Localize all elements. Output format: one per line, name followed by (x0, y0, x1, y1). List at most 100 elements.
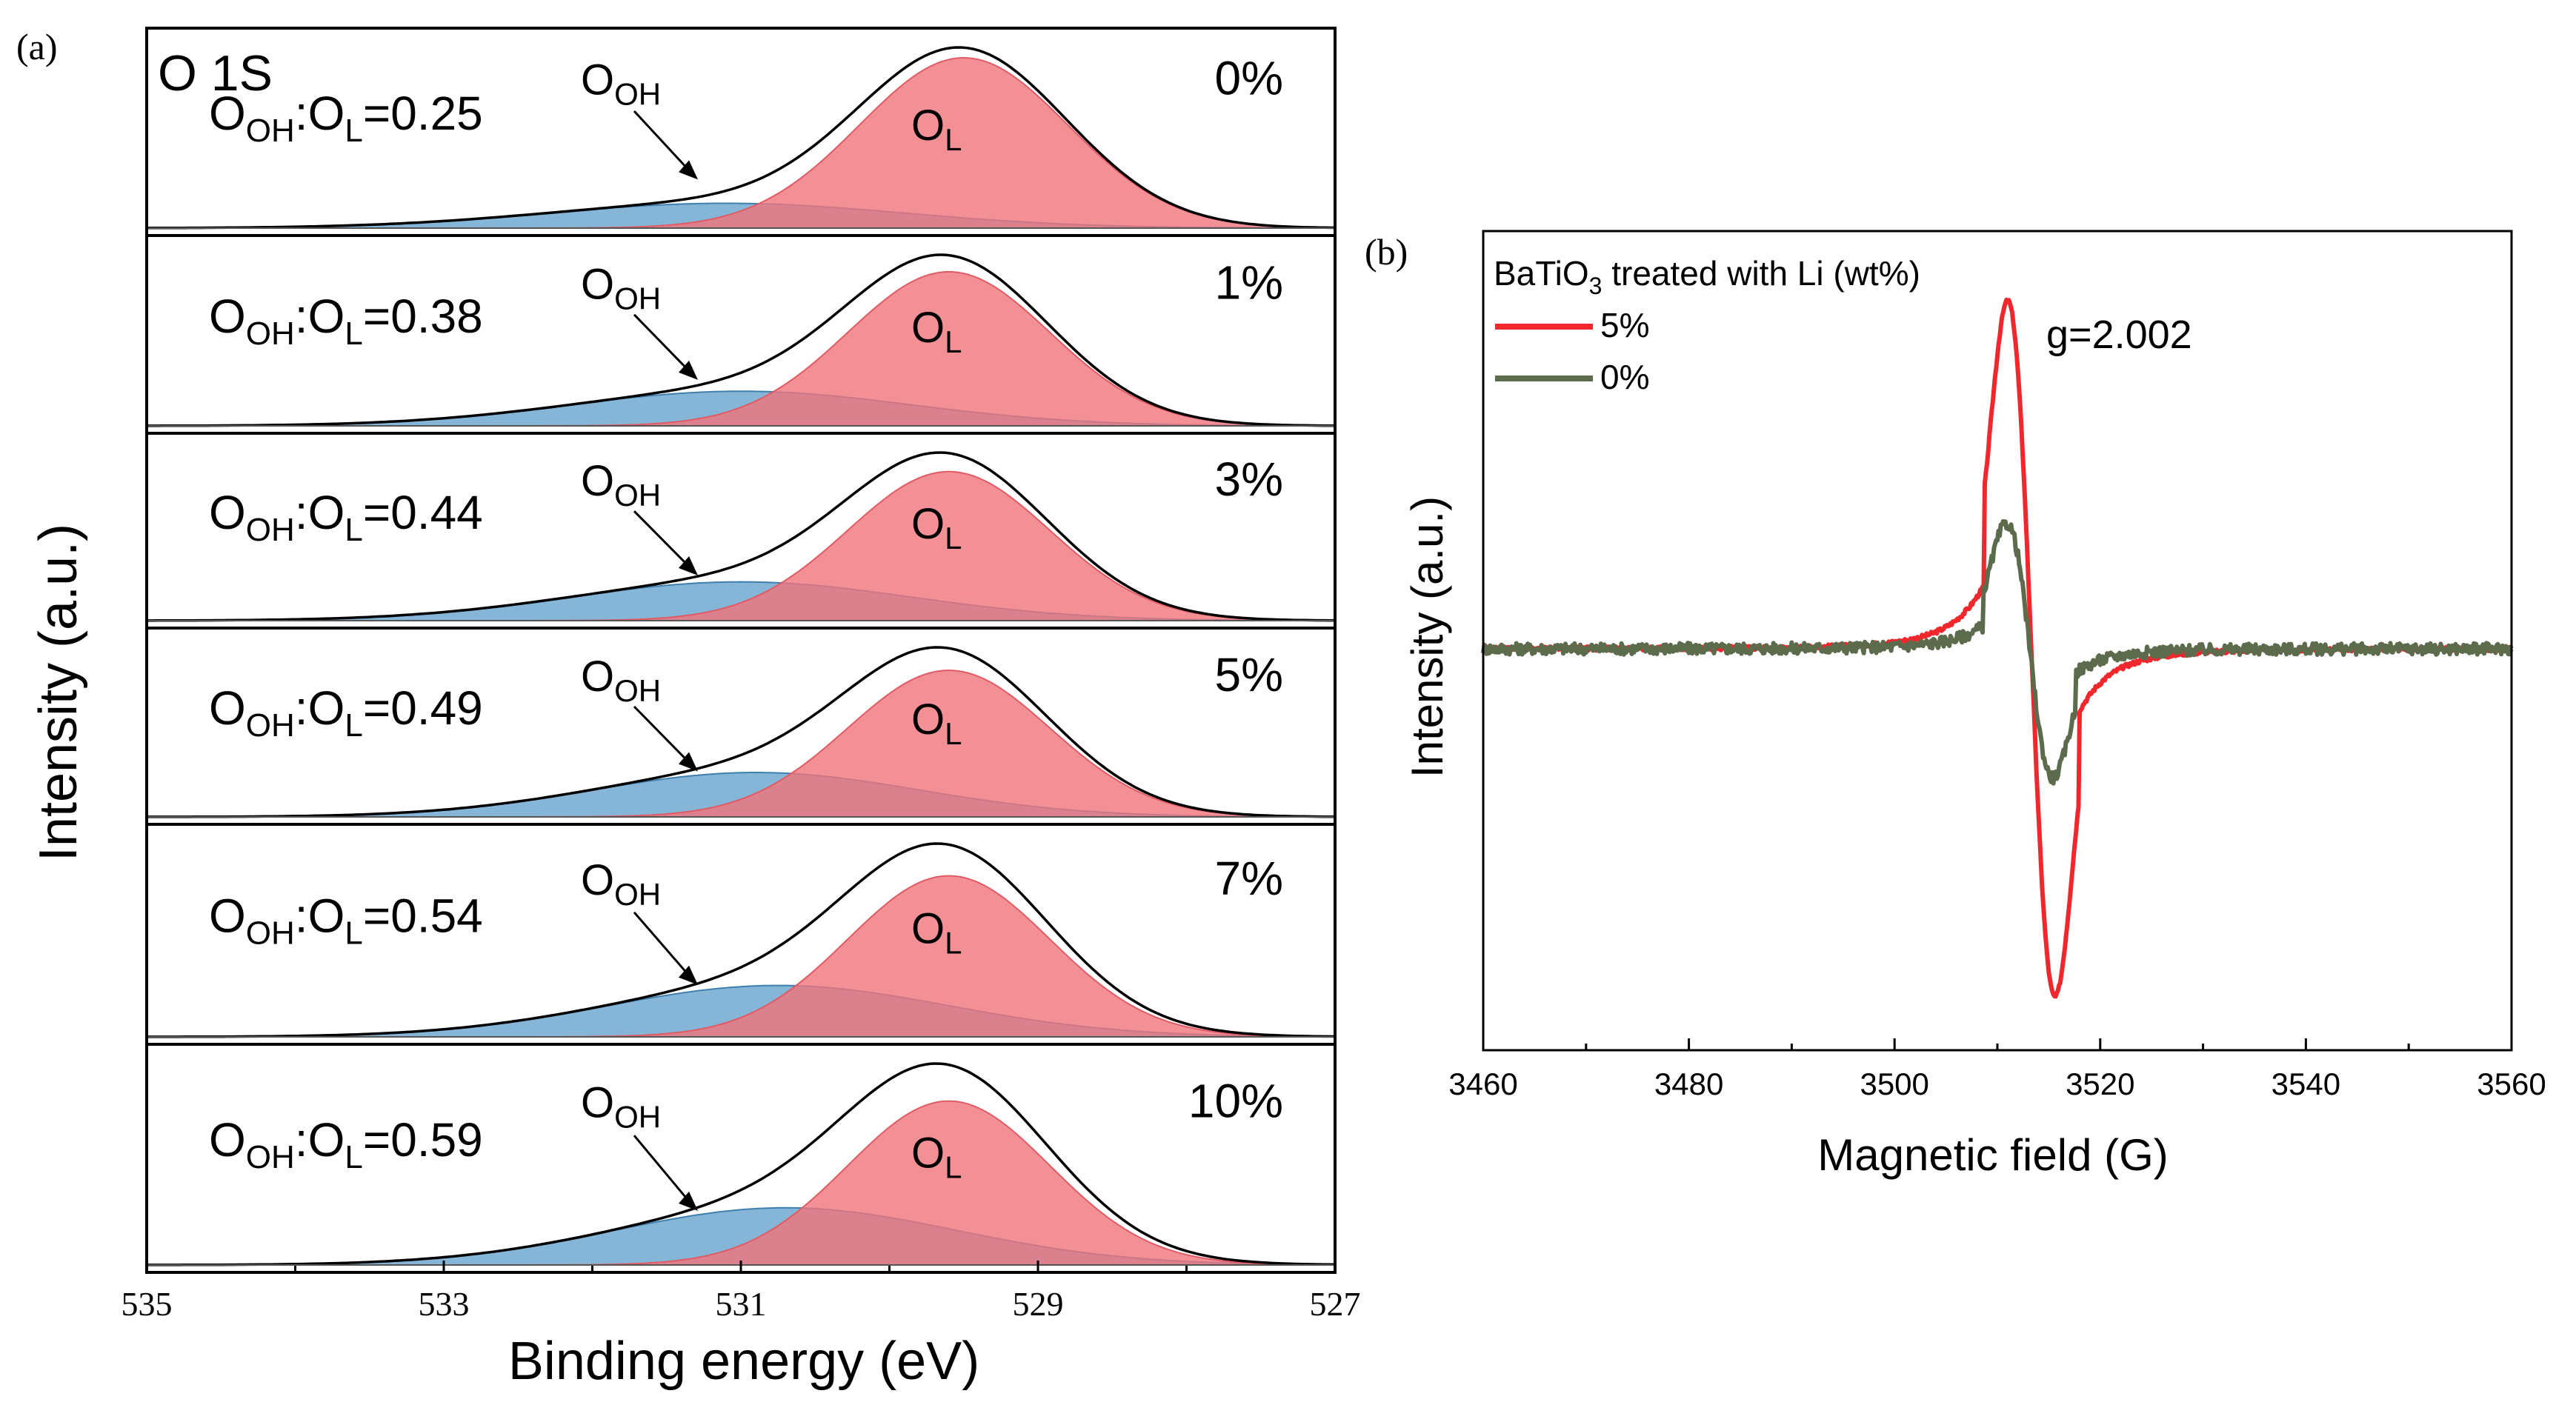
ratio-colon: :O (295, 681, 345, 735)
o-oh-sub: OH (614, 673, 661, 708)
o-l-letter: O (911, 695, 945, 744)
envelope-line (147, 646, 1336, 818)
panel-b-tick-label: 3480 (1654, 1066, 1723, 1101)
ratio-value: =0.38 (363, 290, 483, 343)
panel-b: 3460 3480 3500 3520 3540 3560 BaTiO3 treated w… (1448, 230, 2546, 1101)
o-oh-sub: OH (614, 1100, 661, 1135)
g-factor-annotation: g=2.002 (2046, 313, 2192, 357)
o-l-letter: O (911, 304, 945, 352)
panel-a-tick-label: 533 (419, 1285, 470, 1323)
o-l-label: OL (911, 500, 962, 555)
o-oh-arrow (633, 510, 693, 571)
ratio-sub-l: L (345, 113, 362, 149)
envelope-line (147, 46, 1336, 230)
ratio-text: OOH:OL=0.54 (209, 889, 483, 952)
panel-a-tick-label: 529 (1013, 1285, 1064, 1323)
panel-b-tick-label: 3540 (2272, 1066, 2340, 1101)
ratio-text: OOH:OL=0.44 (209, 486, 483, 548)
ratio-sub-l: L (345, 1139, 362, 1175)
ratio-sub-oh: OH (246, 316, 295, 352)
ratio-prefix: O (209, 889, 246, 943)
o-oh-arrowhead (679, 1191, 698, 1211)
o-l-label: OL (911, 1129, 962, 1184)
o-oh-letter: O (581, 56, 614, 104)
ratio-colon: :O (295, 87, 345, 140)
ratio-text: OOH:OL=0.59 (209, 1113, 483, 1175)
ratio-colon: :O (295, 1113, 345, 1166)
o-oh-letter: O (581, 1079, 614, 1127)
panel-a-tick-label: 527 (1310, 1285, 1361, 1323)
o-oh-label: OOH (581, 652, 661, 708)
envelope-line (147, 1062, 1336, 1266)
ratio-prefix: O (209, 1113, 246, 1166)
ratio-value: =0.54 (363, 889, 483, 943)
o-l-letter: O (911, 1129, 945, 1177)
o-oh-arrow (633, 705, 693, 767)
o-oh-arrow (633, 110, 693, 175)
panel-b-label: (b) (1365, 231, 1408, 273)
li-percent-label: 3% (1215, 453, 1284, 506)
panel-b-tick-label: 3460 (1448, 1066, 1517, 1101)
panel-a-y-axis-label: Intensity (a.u.) (29, 524, 88, 861)
panel-a-label: (a) (16, 26, 58, 67)
o-oh-sub: OH (614, 281, 661, 316)
li-percent-label: 0% (1215, 52, 1284, 105)
panel-b-tick-label: 3560 (2477, 1066, 2546, 1101)
li-percent-label: 10% (1188, 1075, 1283, 1128)
ratio-sub-oh: OH (246, 707, 295, 744)
o-l-sub: L (945, 324, 962, 359)
ratio-sub-l: L (345, 316, 362, 352)
ratio-value: =0.44 (363, 486, 483, 539)
ratio-prefix: O (209, 681, 246, 735)
panel-a-tick-label: 531 (716, 1285, 767, 1323)
o-oh-letter: O (581, 457, 614, 505)
ratio-text: OOH:OL=0.25 (209, 87, 483, 149)
ratio-value: =0.59 (363, 1113, 483, 1166)
o-l-letter: O (911, 904, 945, 952)
legend-label: 0% (1600, 358, 1649, 396)
legend-title-pre: BaTiO (1494, 254, 1589, 293)
ratio-sub-oh: OH (246, 113, 295, 149)
o-oh-arrow (633, 1135, 693, 1206)
envelope-line (147, 451, 1335, 622)
o-l-label: OL (911, 304, 962, 359)
o-oh-arrowhead (679, 360, 698, 380)
o-oh-label: OOH (581, 56, 661, 112)
ratio-sub-l: L (345, 512, 362, 548)
o-l-sub: L (945, 521, 962, 555)
ol-component-area (147, 56, 1336, 229)
o-l-sub: L (945, 716, 962, 751)
o-oh-sub: OH (614, 77, 661, 112)
li-percent-label: 1% (1215, 256, 1284, 309)
ratio-colon: :O (295, 486, 345, 539)
o-oh-label: OOH (581, 260, 661, 316)
o-oh-arrowhead (679, 160, 698, 180)
o-l-sub: L (945, 1149, 962, 1184)
ratio-sub-oh: OH (246, 512, 295, 548)
envelope-line (147, 253, 1336, 427)
legend-title: BaTiO3 treated with Li (wt%) (1494, 254, 1920, 299)
o-oh-arrowhead (679, 965, 698, 985)
panel-b-y-axis-label: Intensity (a.u.) (1402, 496, 1452, 778)
ratio-sub-l: L (345, 915, 362, 952)
o-oh-arrowhead (679, 752, 698, 772)
o-oh-label: OOH (581, 1079, 661, 1135)
ratio-value: =0.25 (363, 87, 483, 140)
ratio-colon: :O (295, 290, 345, 343)
panel-a: OOH:OL=0.250%OOHOLOOH:OL=0.381%OOHOLOOH:… (122, 27, 1361, 1323)
ratio-prefix: O (209, 486, 246, 539)
o-oh-arrow (633, 911, 693, 980)
o-oh-label: OOH (581, 457, 661, 513)
ratio-text: OOH:OL=0.49 (209, 681, 483, 744)
o-l-label: OL (911, 695, 962, 751)
panel-a-tick-label: 535 (122, 1285, 173, 1323)
o-l-letter: O (911, 101, 945, 150)
o-l-sub: L (945, 925, 962, 960)
o-l-sub: L (945, 122, 962, 157)
ratio-colon: :O (295, 889, 345, 943)
o-oh-label: OOH (581, 856, 661, 912)
